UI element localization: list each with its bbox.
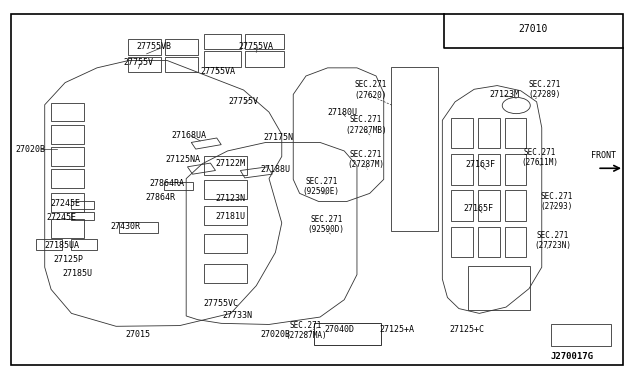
Text: 27125+C: 27125+C bbox=[449, 325, 484, 334]
Text: SEC.271
(27287MB): SEC.271 (27287MB) bbox=[345, 115, 387, 135]
Bar bbox=[468, 266, 531, 310]
Text: SEC.271
(27289): SEC.271 (27289) bbox=[528, 80, 561, 99]
Bar bbox=[478, 154, 500, 185]
Text: 27125+A: 27125+A bbox=[379, 325, 414, 334]
Text: 27180U: 27180U bbox=[327, 108, 357, 117]
Text: SEC.271
(92590D): SEC.271 (92590D) bbox=[308, 215, 345, 234]
Bar bbox=[451, 190, 473, 221]
Text: 27755V: 27755V bbox=[228, 97, 259, 106]
Text: SEC.271
(27611M): SEC.271 (27611M) bbox=[522, 148, 558, 167]
Text: 27755V: 27755V bbox=[124, 58, 154, 67]
Text: 27123N: 27123N bbox=[216, 195, 246, 203]
Text: 27165F: 27165F bbox=[463, 203, 493, 213]
Text: 27755VA: 27755VA bbox=[200, 67, 236, 76]
Bar bbox=[164, 57, 198, 72]
Text: 27755VC: 27755VC bbox=[204, 299, 239, 308]
Bar bbox=[72, 201, 95, 209]
Bar bbox=[51, 125, 84, 144]
Bar bbox=[51, 147, 84, 166]
Bar bbox=[505, 118, 527, 148]
Bar bbox=[51, 103, 84, 121]
Text: FRONT: FRONT bbox=[591, 151, 616, 160]
Text: 27755VB: 27755VB bbox=[137, 42, 172, 51]
Bar bbox=[204, 34, 241, 49]
Text: 27185U: 27185U bbox=[63, 269, 93, 278]
Bar bbox=[478, 227, 500, 257]
Text: 27245E: 27245E bbox=[47, 213, 77, 222]
Text: 27020B: 27020B bbox=[15, 145, 45, 154]
Bar bbox=[164, 39, 198, 55]
Bar bbox=[245, 51, 284, 67]
Bar bbox=[204, 51, 241, 67]
Bar bbox=[245, 34, 284, 49]
Bar bbox=[72, 239, 97, 250]
Bar bbox=[127, 57, 161, 72]
Bar bbox=[204, 206, 247, 225]
Text: 27430R: 27430R bbox=[111, 222, 141, 231]
Bar bbox=[51, 193, 84, 212]
Text: 27175N: 27175N bbox=[264, 133, 294, 142]
Bar bbox=[204, 156, 247, 175]
Text: 27163F: 27163F bbox=[465, 160, 495, 169]
Bar bbox=[51, 169, 84, 188]
Text: 27755VA: 27755VA bbox=[239, 42, 274, 51]
Text: 27188U: 27188U bbox=[260, 165, 291, 174]
Text: SEC.271
(27293): SEC.271 (27293) bbox=[541, 192, 573, 211]
Bar bbox=[505, 190, 527, 221]
Text: J270017G: J270017G bbox=[550, 352, 593, 361]
Text: 27122M: 27122M bbox=[216, 158, 246, 168]
Bar bbox=[451, 118, 473, 148]
Bar bbox=[164, 182, 193, 190]
Bar bbox=[478, 118, 500, 148]
Text: 27864RA: 27864RA bbox=[150, 179, 184, 187]
Bar bbox=[36, 239, 62, 250]
Bar bbox=[550, 324, 611, 346]
Text: 27123M: 27123M bbox=[490, 90, 520, 99]
Text: SEC.271
(92590E): SEC.271 (92590E) bbox=[303, 177, 340, 196]
Text: 27020B: 27020B bbox=[260, 330, 291, 339]
Bar bbox=[451, 154, 473, 185]
Bar bbox=[505, 227, 527, 257]
Bar bbox=[204, 234, 247, 253]
Bar bbox=[478, 190, 500, 221]
Bar bbox=[505, 154, 527, 185]
Bar bbox=[119, 222, 157, 233]
Text: 27185UA: 27185UA bbox=[44, 241, 79, 250]
Text: 27125NA: 27125NA bbox=[166, 155, 200, 164]
Bar bbox=[72, 212, 95, 220]
Bar bbox=[204, 263, 247, 283]
Text: 27245E: 27245E bbox=[50, 199, 80, 208]
Text: 27864R: 27864R bbox=[146, 193, 176, 202]
Text: 27015: 27015 bbox=[126, 330, 151, 339]
Text: 27733N: 27733N bbox=[222, 311, 252, 320]
Text: SEC.271
(27620): SEC.271 (27620) bbox=[355, 80, 387, 100]
Text: 27125P: 27125P bbox=[53, 255, 83, 264]
Bar bbox=[451, 227, 473, 257]
Text: 27040D: 27040D bbox=[324, 325, 354, 334]
Text: SEC.271
(27723N): SEC.271 (27723N) bbox=[534, 231, 571, 250]
Text: 27181U: 27181U bbox=[216, 212, 246, 221]
Bar bbox=[127, 39, 161, 55]
Text: SEC.271
(27287MA): SEC.271 (27287MA) bbox=[285, 321, 327, 340]
Bar bbox=[204, 180, 247, 199]
Text: 27168UA: 27168UA bbox=[172, 131, 207, 140]
Bar bbox=[314, 323, 381, 345]
Bar bbox=[51, 219, 84, 238]
Text: 27010: 27010 bbox=[519, 24, 548, 34]
Text: SEC.271
(27287M): SEC.271 (27287M) bbox=[348, 150, 385, 169]
